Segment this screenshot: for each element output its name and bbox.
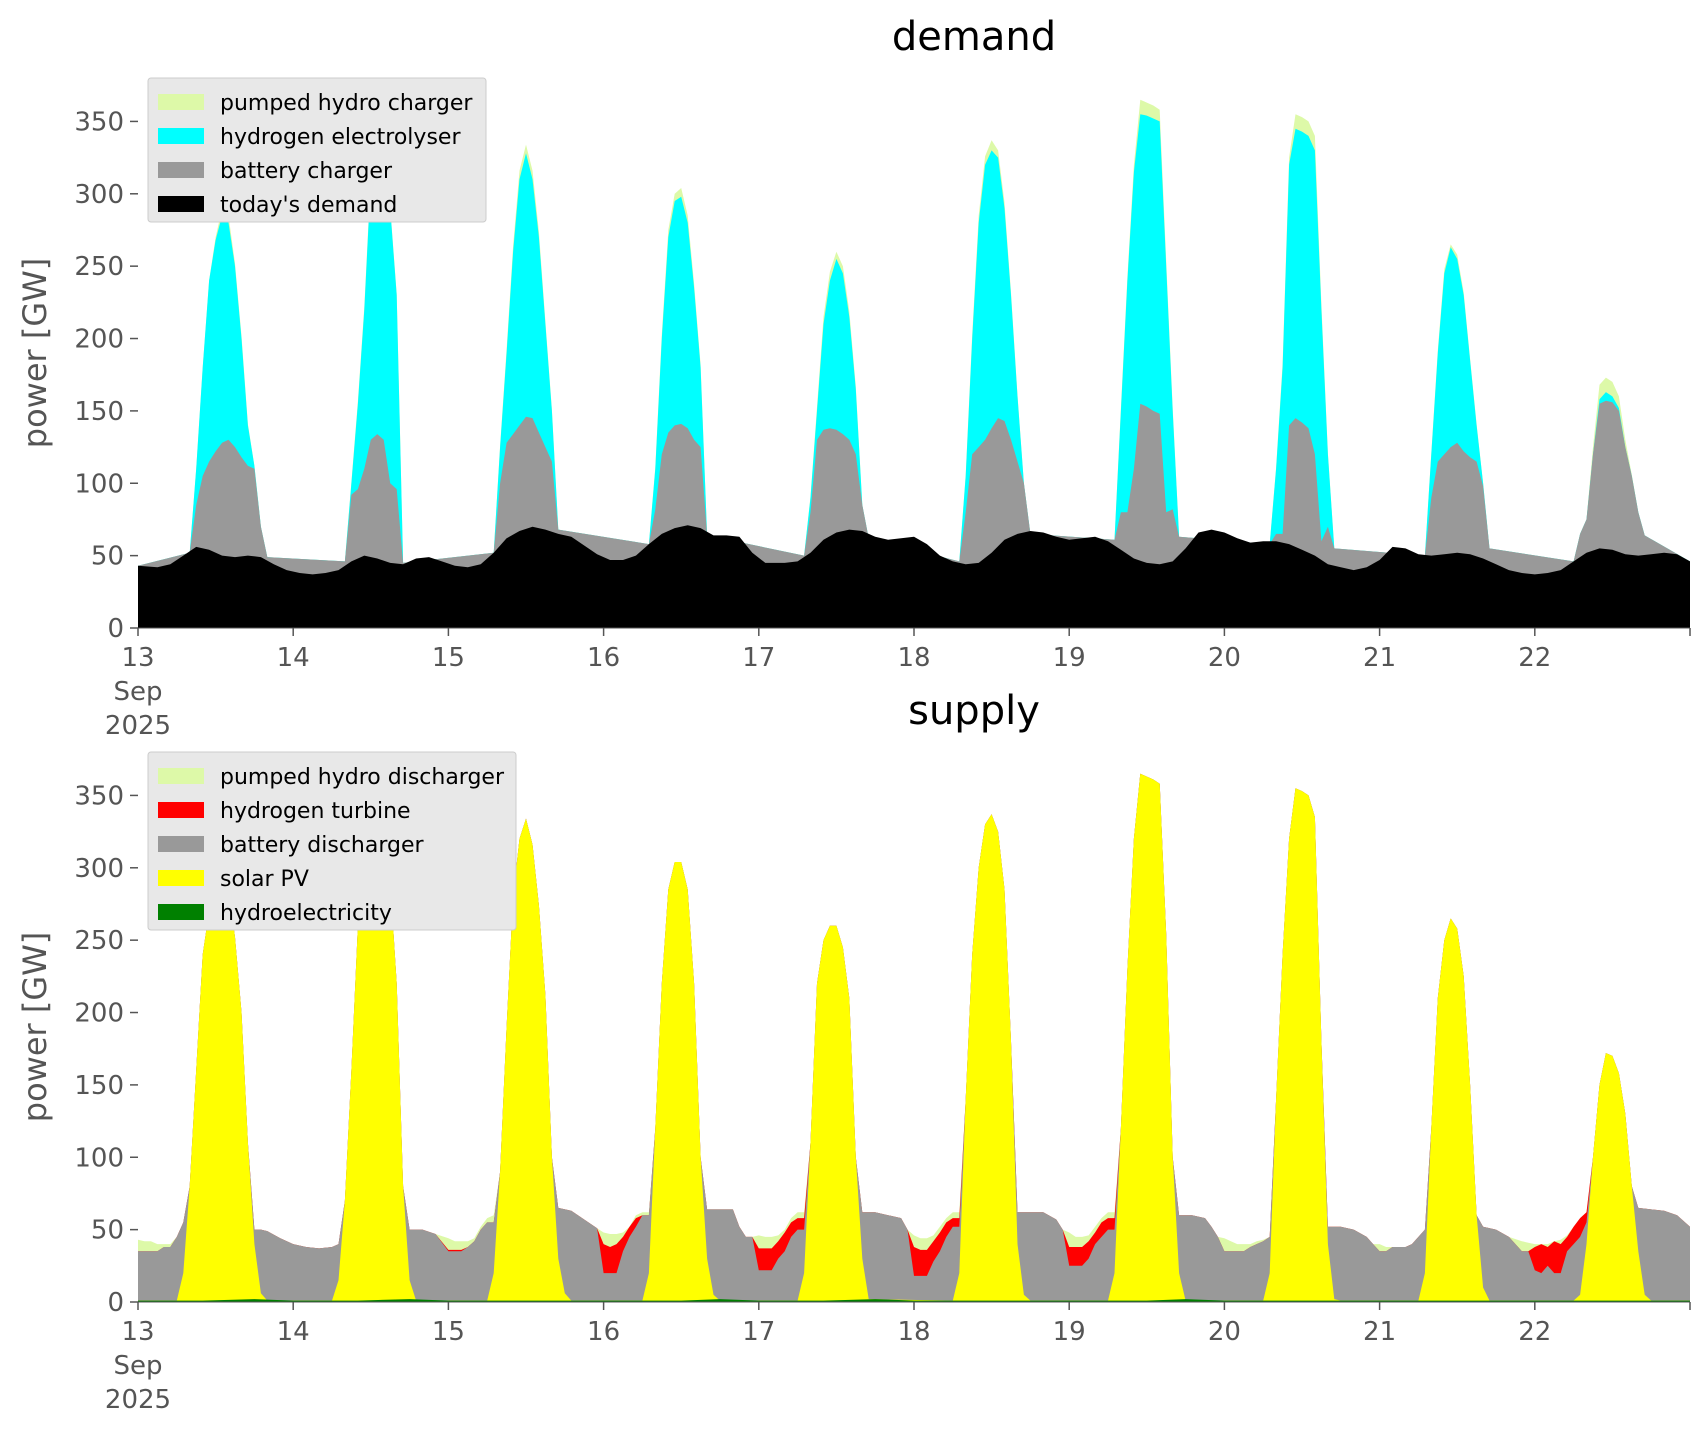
x-tick-label: 15 bbox=[432, 1317, 465, 1347]
legend-label-hydrogen-turbine: hydrogen turbine bbox=[220, 799, 411, 824]
legend-label-today-s-demand: today's demand bbox=[220, 193, 397, 218]
legend-label-hydrogen-electrolyser: hydrogen electrolyser bbox=[220, 125, 461, 150]
legend-swatch-battery-discharger bbox=[158, 836, 204, 852]
x-tick-label: 19 bbox=[1053, 643, 1086, 673]
legend-swatch-pumped-hydro-charger bbox=[158, 94, 204, 110]
y-tick-label: 0 bbox=[107, 1288, 124, 1318]
legend-label-hydroelectricity: hydroelectricity bbox=[220, 901, 392, 926]
supply-panel: supply power [GW] 0 50 100 150 200 250 300 350 13 S… bbox=[16, 688, 1691, 1415]
x-tick-label: 17 bbox=[742, 1317, 775, 1347]
x-tick-label: 22 bbox=[1518, 643, 1551, 673]
legend-label-solar-pv: solar PV bbox=[220, 867, 309, 892]
y-tick-label: 200 bbox=[74, 999, 124, 1029]
legend-swatch-battery-charger bbox=[158, 162, 204, 178]
legend-label-battery-discharger: battery discharger bbox=[220, 833, 425, 858]
area-today-s-demand bbox=[138, 525, 1690, 628]
x-tick-label: 21 bbox=[1363, 643, 1396, 673]
x-tick-label: 13 bbox=[121, 1317, 154, 1347]
x-tick-label: 16 bbox=[587, 1317, 620, 1347]
x-tick-sublabel: Sep bbox=[113, 1351, 162, 1381]
y-tick-label: 150 bbox=[74, 1071, 124, 1101]
y-tick-label: 250 bbox=[74, 252, 124, 282]
x-tick-label: 21 bbox=[1363, 1317, 1396, 1347]
y-tick-label: 50 bbox=[91, 542, 124, 572]
legend-swatch-hydroelectricity bbox=[158, 904, 204, 920]
y-axis-label: power [GW] bbox=[16, 932, 54, 1122]
y-tick-label: 100 bbox=[74, 1143, 124, 1173]
legend-swatch-today-s-demand bbox=[158, 196, 204, 212]
x-tick-label: 16 bbox=[587, 643, 620, 673]
x-tick-label: 22 bbox=[1518, 1317, 1551, 1347]
x-tick-label: 14 bbox=[277, 643, 310, 673]
legend-label-battery-charger: battery charger bbox=[220, 159, 393, 184]
x-tick-label: 19 bbox=[1053, 1317, 1086, 1347]
x-tick-label: 15 bbox=[432, 643, 465, 673]
legend: pumped hydro charger hydrogen electrolyse… bbox=[147, 77, 487, 223]
area-hydroelectricity bbox=[138, 1299, 1690, 1302]
y-tick-label: 50 bbox=[91, 1216, 124, 1246]
x-tick-label: 17 bbox=[742, 643, 775, 673]
area-series-group bbox=[138, 99, 1690, 628]
y-axis-label: power [GW] bbox=[16, 258, 54, 448]
chart-title: demand bbox=[892, 14, 1056, 60]
y-tick-label: 350 bbox=[74, 107, 124, 137]
chart-title: supply bbox=[908, 688, 1040, 734]
y-tick-label: 350 bbox=[74, 781, 124, 811]
x-tick-sublabel: 2025 bbox=[105, 1385, 171, 1415]
demand-panel: demand power [GW] 0 50 100 150 200 250 300 350 13 S… bbox=[16, 14, 1691, 741]
y-tick-label: 300 bbox=[74, 854, 124, 884]
x-tick-label: 20 bbox=[1208, 1317, 1241, 1347]
x-tick-label: 14 bbox=[277, 1317, 310, 1347]
x-tick-sublabel: 2025 bbox=[105, 711, 171, 741]
area-solar-pv bbox=[138, 773, 1690, 1302]
legend-label-pumped-hydro-discharger: pumped hydro discharger bbox=[220, 765, 505, 790]
legend-label-pumped-hydro-charger: pumped hydro charger bbox=[220, 91, 473, 116]
legend-swatch-hydrogen-electrolyser bbox=[158, 128, 204, 144]
y-tick-label: 100 bbox=[74, 469, 124, 499]
legend-swatch-pumped-hydro-discharger bbox=[158, 768, 204, 784]
y-tick-label: 150 bbox=[74, 397, 124, 427]
legend-swatch-solar-pv bbox=[158, 870, 204, 886]
x-tick-sublabel: Sep bbox=[113, 677, 162, 707]
y-tick-label: 250 bbox=[74, 926, 124, 956]
x-tick-label: 20 bbox=[1208, 643, 1241, 673]
legend: pumped hydro discharger hydrogen turbine b… bbox=[147, 751, 517, 931]
y-tick-label: 300 bbox=[74, 180, 124, 210]
x-tick-label: 13 bbox=[121, 643, 154, 673]
y-tick-label: 0 bbox=[107, 614, 124, 644]
legend-box bbox=[147, 77, 487, 223]
x-tick-label: 18 bbox=[897, 1317, 930, 1347]
y-tick-label: 200 bbox=[74, 325, 124, 355]
area-series-group bbox=[138, 773, 1690, 1302]
x-tick-label: 18 bbox=[897, 643, 930, 673]
legend-box bbox=[147, 751, 517, 931]
legend-swatch-hydrogen-turbine bbox=[158, 802, 204, 818]
